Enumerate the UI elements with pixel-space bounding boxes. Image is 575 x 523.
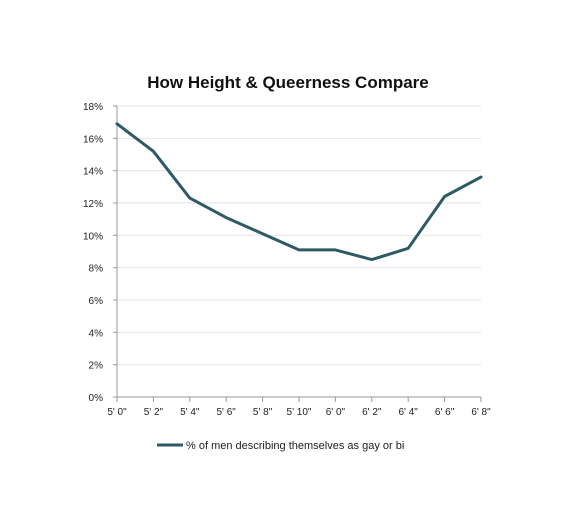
data-point — [152, 150, 155, 153]
x-tick-label: 6' 0" — [326, 407, 346, 418]
x-tick-label: 5' 10" — [287, 407, 312, 418]
data-point — [370, 258, 373, 261]
data-point — [443, 195, 446, 198]
data-point — [116, 122, 119, 125]
legend: % of men describing themselves as gay or… — [157, 440, 404, 452]
y-tick-labels: 0% 2% 4% 6% 8% 10% 12% 14% 16% 18% — [83, 102, 103, 404]
chart-title: How Height & Queerness Compare — [147, 73, 429, 92]
data-point — [480, 176, 483, 179]
y-tick-label: 8% — [89, 264, 104, 275]
y-tick-label: 16% — [83, 134, 103, 145]
legend-label: % of men describing themselves as gay or… — [186, 440, 404, 452]
x-tick-label: 6' 6" — [435, 407, 455, 418]
data-point — [298, 248, 301, 251]
y-tick-label: 6% — [89, 296, 104, 307]
y-tick-label: 18% — [83, 102, 103, 113]
data-point — [334, 248, 337, 251]
x-tick-label: 6' 8" — [471, 407, 491, 418]
y-tick-label: 2% — [89, 361, 104, 372]
series-line — [115, 122, 483, 262]
data-point — [188, 197, 191, 200]
x-tick-label: 5' 2" — [144, 407, 164, 418]
y-tick-label: 0% — [89, 393, 104, 404]
data-point — [225, 216, 228, 219]
gridlines — [117, 105, 481, 366]
axes — [113, 105, 482, 402]
data-point — [261, 232, 264, 235]
x-tick-label: 6' 2" — [362, 407, 382, 418]
y-tick-label: 10% — [83, 231, 103, 242]
y-tick-label: 4% — [89, 328, 104, 339]
y-tick-label: 14% — [83, 167, 103, 178]
x-tick-label: 6' 4" — [399, 407, 419, 418]
x-tick-label: 5' 8" — [253, 407, 273, 418]
series-lines — [115, 122, 483, 262]
x-tick-label: 5' 6" — [217, 407, 237, 418]
data-point — [407, 247, 410, 250]
x-tick-label: 5' 0" — [107, 407, 127, 418]
x-tick-label: 5' 4" — [180, 407, 200, 418]
y-tick-label: 12% — [83, 199, 103, 210]
x-tick-labels: 5' 0" 5' 2" 5' 4" 5' 6" 5' 8" 5' 10" 6' 0" 6' 2… — [107, 407, 491, 418]
